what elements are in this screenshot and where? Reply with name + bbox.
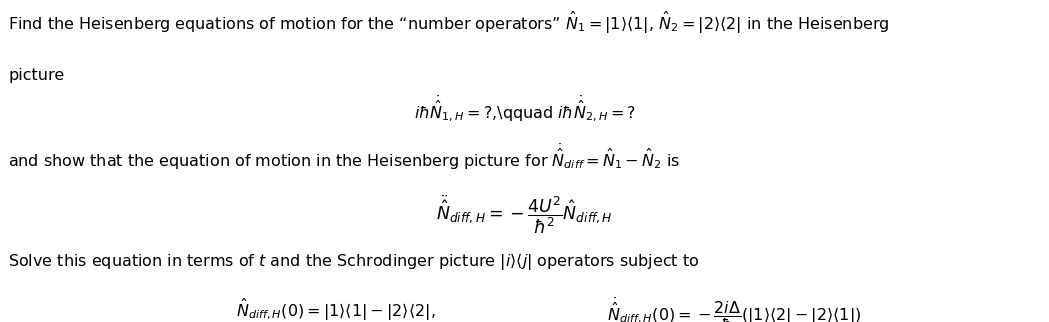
Text: $\dot{\hat{N}}_{diff,H}(0) = -\dfrac{2i\Delta}{\hbar}(|1\rangle\langle 2| - |2\r: $\dot{\hat{N}}_{diff,H}(0) = -\dfrac{2i\… [607,296,861,322]
Text: $\ddot{\hat{N}}_{diff,H} = -\dfrac{4U^2}{\hbar^2}\hat{N}_{diff,H}$: $\ddot{\hat{N}}_{diff,H} = -\dfrac{4U^2}… [436,193,613,236]
Text: $i\hbar\dot{\hat{N}}_{1,H} =?$,\qquad $i\hbar\dot{\hat{N}}_{2,H} =?$: $i\hbar\dot{\hat{N}}_{1,H} =?$,\qquad $i… [413,93,636,124]
Text: picture: picture [8,68,65,83]
Text: and show that the equation of motion in the Heisenberg picture for $\dot{\hat{N}: and show that the equation of motion in … [8,142,681,172]
Text: $\hat{N}_{diff,H}(0) = |1\rangle\langle 1| - |2\rangle\langle 2|$,: $\hat{N}_{diff,H}(0) = |1\rangle\langle … [236,296,435,322]
Text: Find the Heisenberg equations of motion for the “number operators” $\hat{N}_1 = : Find the Heisenberg equations of motion … [8,10,890,36]
Text: Solve this equation in terms of $t$ and the Schrodinger picture $|i\rangle\langl: Solve this equation in terms of $t$ and … [8,251,700,272]
